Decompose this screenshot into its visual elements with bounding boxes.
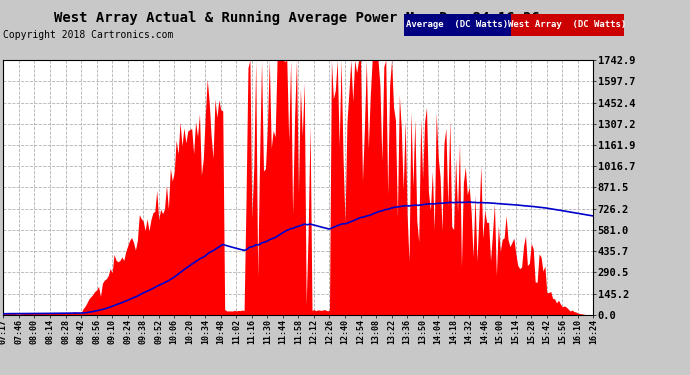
Text: Average  (DC Watts): Average (DC Watts) [406, 20, 509, 29]
Text: West Array  (DC Watts): West Array (DC Watts) [509, 20, 627, 29]
Text: West Array Actual & Running Average Power Mon Dec 24 16:26: West Array Actual & Running Average Powe… [54, 11, 540, 26]
Text: Copyright 2018 Cartronics.com: Copyright 2018 Cartronics.com [3, 30, 174, 40]
